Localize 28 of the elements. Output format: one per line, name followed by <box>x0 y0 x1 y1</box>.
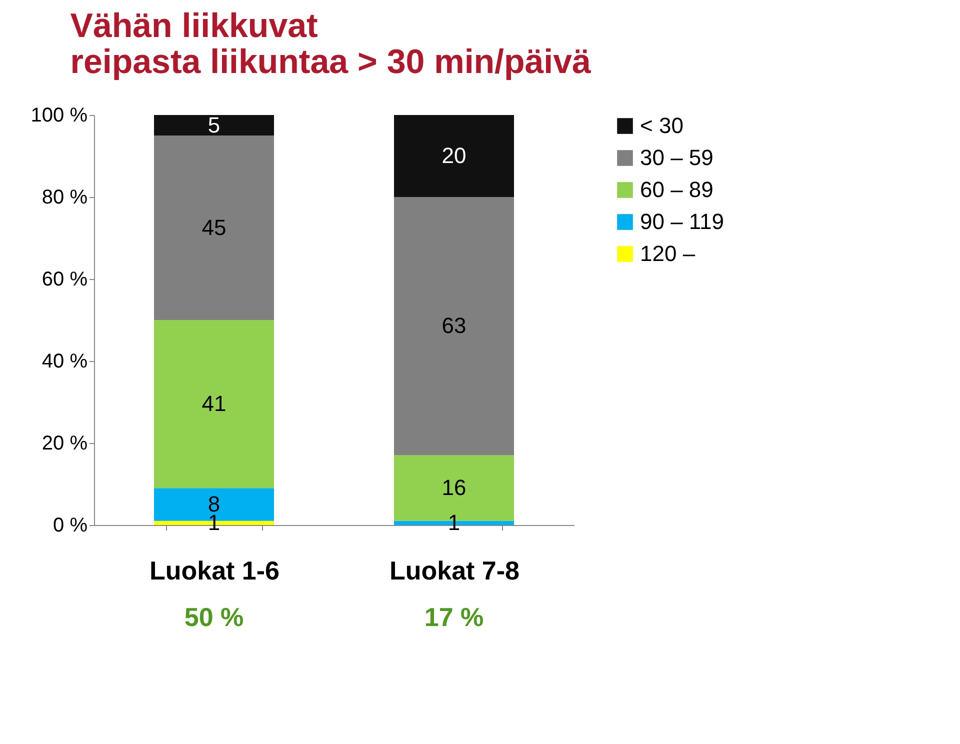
y-tick-label: 80 % <box>42 186 88 208</box>
bar <box>154 320 274 488</box>
chart-title: Vähän liikkuvat reipasta liikuntaa > 30 min/päivä <box>70 7 592 81</box>
data-label: 20 <box>442 143 466 168</box>
bar <box>394 115 514 197</box>
bar <box>154 115 274 136</box>
y-tick-label: 60 % <box>42 268 88 290</box>
data-label: 41 <box>202 391 226 416</box>
x-tick-label: Luokat 1-6 <box>149 556 280 586</box>
data-label: 5 <box>208 112 220 138</box>
legend-label: 30 – 59 <box>640 145 714 170</box>
legend-label: 120 – <box>640 241 696 266</box>
data-label: 16 <box>442 475 466 500</box>
bar <box>394 197 514 456</box>
y-tick-label: 20 % <box>42 432 88 454</box>
data-label: 1 <box>448 510 460 535</box>
text: 50 % <box>184 602 244 632</box>
legend-label: 90 – 119 <box>640 209 724 234</box>
legend-label: < 30 <box>640 113 684 138</box>
bar <box>154 136 274 320</box>
y-tick-label: 100 % <box>30 104 88 126</box>
y-tick-label: 0 % <box>53 514 88 536</box>
data-label: 45 <box>202 214 226 240</box>
y-tick-label: 40 % <box>42 350 88 372</box>
x-tick-label: Luokat 7-8 <box>389 556 520 586</box>
text: 17 % <box>424 602 484 632</box>
data-label: 63 <box>442 313 466 338</box>
legend-label: 60 – 89 <box>640 177 714 202</box>
